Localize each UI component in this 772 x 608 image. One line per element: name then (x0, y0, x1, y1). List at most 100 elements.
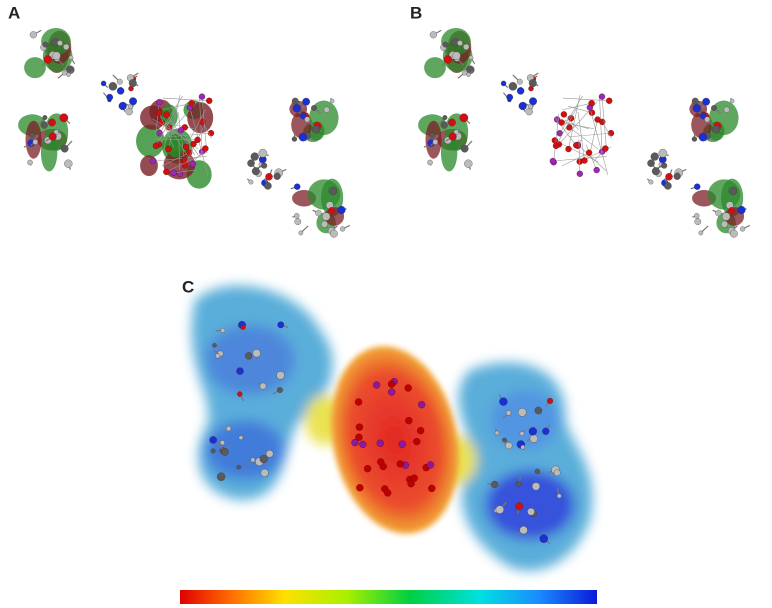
atom (508, 82, 518, 91)
atom (244, 352, 253, 360)
bond (568, 95, 581, 150)
atom (259, 455, 268, 464)
atom (260, 468, 269, 477)
atom (236, 464, 241, 470)
atom (304, 116, 311, 123)
atom (118, 101, 127, 111)
atom (48, 132, 57, 141)
atom (29, 31, 37, 39)
atom (527, 103, 533, 110)
atom (315, 209, 322, 217)
panel-label: C (182, 277, 194, 296)
bond (589, 107, 609, 175)
atom (294, 218, 302, 225)
atom (527, 507, 535, 516)
atom (198, 93, 206, 100)
atom (261, 162, 268, 169)
bond (602, 121, 613, 139)
atom (525, 107, 533, 116)
atom (108, 82, 118, 91)
atom (560, 111, 568, 118)
atom (464, 159, 473, 168)
atom (529, 97, 537, 106)
atom (163, 168, 170, 176)
atom (128, 79, 137, 88)
atom (699, 112, 707, 120)
atom (460, 144, 469, 153)
atom (739, 226, 746, 232)
atom (396, 460, 404, 468)
atom (463, 43, 470, 51)
atom (298, 230, 304, 236)
bond (173, 169, 197, 174)
atom (376, 439, 384, 447)
atom (127, 103, 133, 110)
atom (387, 380, 396, 388)
orbital-lobe (425, 120, 442, 159)
atom (711, 125, 721, 134)
atom (691, 136, 698, 142)
atom (729, 98, 735, 104)
atom (715, 209, 722, 217)
bond (168, 132, 212, 138)
bond (162, 117, 194, 165)
atom (442, 115, 448, 121)
atom (647, 159, 655, 167)
atom (215, 353, 221, 359)
atom (519, 431, 525, 437)
bond (555, 105, 579, 146)
atom (236, 367, 244, 375)
bond (166, 114, 196, 156)
atom (252, 349, 261, 358)
atom (585, 149, 593, 156)
atom (549, 157, 557, 165)
atom (52, 51, 61, 60)
atom (429, 132, 436, 139)
atom (294, 183, 301, 190)
bond (166, 151, 208, 173)
atom (721, 220, 728, 228)
atom (664, 182, 672, 190)
atom (737, 205, 746, 215)
atom (702, 97, 710, 106)
atom (722, 212, 731, 221)
atom (339, 226, 346, 232)
atom (210, 448, 216, 454)
atom (694, 183, 701, 190)
atom (181, 162, 189, 169)
atom (448, 132, 457, 141)
atom (27, 159, 33, 166)
atom (534, 406, 543, 415)
atom (573, 142, 580, 149)
atom (182, 143, 190, 150)
esp-surface (191, 285, 593, 571)
atom (149, 157, 157, 165)
atom (156, 98, 163, 106)
bond (561, 152, 590, 167)
atom (240, 324, 246, 330)
atom (588, 100, 595, 107)
atom (212, 343, 217, 348)
atom (258, 148, 268, 158)
atom (328, 186, 338, 196)
atom (576, 170, 583, 177)
atom (337, 205, 346, 215)
atom (209, 436, 217, 444)
atom (129, 97, 137, 106)
atom (66, 72, 71, 77)
atom (265, 173, 273, 181)
atom (558, 119, 565, 126)
atom (221, 448, 229, 456)
atom (59, 113, 69, 123)
atom (539, 534, 549, 543)
atom (398, 440, 406, 448)
atom (57, 40, 63, 46)
atom (602, 145, 609, 152)
atom (68, 55, 74, 61)
atom (355, 423, 364, 431)
atom (294, 213, 300, 219)
atom (528, 427, 537, 436)
atom (276, 387, 283, 393)
atom (372, 381, 381, 389)
atom (505, 410, 512, 416)
